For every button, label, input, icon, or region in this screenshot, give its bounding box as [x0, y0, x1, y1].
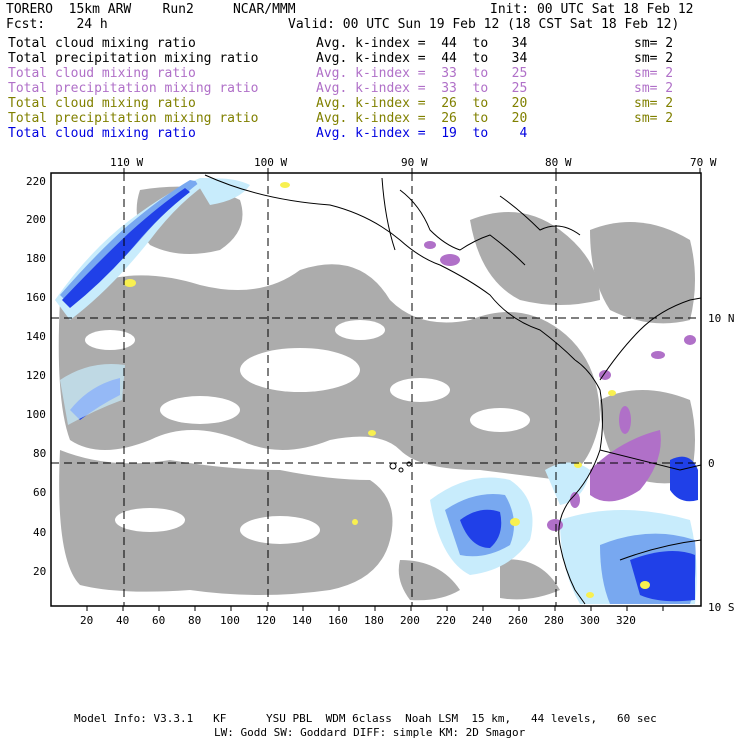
lon-label-100w: 100 W — [254, 156, 288, 169]
y-tick-200: 200 — [26, 213, 46, 226]
footer-model-info: Model Info: V3.3.1 KF YSU PBL WDM 6class… — [74, 712, 657, 725]
header-init-time: Init: 00 UTC Sat 18 Feb 12 — [490, 2, 694, 17]
legend-row-6-sm: sm= 2 — [634, 111, 674, 126]
x-tick-80: 80 — [188, 614, 202, 627]
y-tick-60: 60 — [33, 486, 47, 499]
legend-row-6-field: Total precipitation mixing ratio — [8, 111, 259, 126]
y-tick-180: 180 — [26, 252, 46, 265]
x-axis-ticks — [86, 606, 664, 611]
lon-label-80w: 80 W — [545, 156, 572, 169]
header-forecast-hour: Fcst: 24 h — [6, 17, 108, 32]
x-tick-200: 200 — [400, 614, 420, 627]
x-tick-60: 60 — [152, 614, 166, 627]
lon-label-110w: 110 W — [110, 156, 144, 169]
legend-row-7-kindex: Avg. k-index = 19 to 4 — [316, 126, 528, 141]
legend-row-3-field: Total cloud mixing ratio — [8, 66, 196, 81]
header-valid-time: Valid: 00 UTC Sun 19 Feb 12 (18 CST Sat … — [288, 17, 680, 32]
coastlines — [204, 174, 702, 605]
legend-row-7-field: Total cloud mixing ratio — [8, 126, 196, 141]
y-tick-160: 160 — [26, 291, 46, 304]
y-tick-80: 80 — [33, 447, 47, 460]
cloud-purple-layer — [424, 241, 696, 531]
y-tick-140: 140 — [26, 330, 46, 343]
legend-row-5-field: Total cloud mixing ratio — [8, 96, 196, 111]
cloud-gaps — [85, 320, 530, 544]
cloud-yellow-layer — [124, 182, 650, 598]
top-lon-ticks — [123, 168, 701, 173]
legend-row-4-field: Total precipitation mixing ratio — [8, 81, 259, 96]
legend-row-1-sm: sm= 2 — [634, 36, 674, 51]
x-tick-240: 240 — [472, 614, 492, 627]
y-tick-40: 40 — [33, 526, 47, 539]
legend-row-5-kindex: Avg. k-index = 26 to 20 — [316, 96, 528, 111]
lat-label-10s: 10 S — [708, 601, 735, 614]
lat-label-10n: 10 N — [708, 312, 735, 325]
lat-lon-grid — [51, 173, 701, 606]
x-tick-100: 100 — [220, 614, 240, 627]
lon-label-70w: 70 W — [690, 156, 717, 169]
x-tick-180: 180 — [364, 614, 384, 627]
legend-row-1-field: Total cloud mixing ratio — [8, 36, 196, 51]
legend-row-1-kindex: Avg. k-index = 44 to 34 — [316, 36, 528, 51]
legend-row-5-sm: sm= 2 — [634, 96, 674, 111]
map-frame — [50, 172, 702, 607]
legend-row-3-sm: sm= 2 — [634, 66, 674, 81]
lon-label-90w: 90 W — [401, 156, 428, 169]
x-tick-160: 160 — [328, 614, 348, 627]
x-tick-220: 220 — [436, 614, 456, 627]
y-tick-100: 100 — [26, 408, 46, 421]
legend-row-2-kindex: Avg. k-index = 44 to 34 — [316, 51, 528, 66]
footer-physics-info: LW: Godd SW: Goddard DIFF: simple KM: 2D… — [214, 726, 526, 739]
lat-label-0: 0 — [708, 457, 715, 470]
legend-row-3-kindex: Avg. k-index = 33 to 25 — [316, 66, 528, 81]
x-tick-20: 20 — [80, 614, 94, 627]
y-tick-20: 20 — [33, 565, 47, 578]
y-tick-120: 120 — [26, 369, 46, 382]
legend-row-4-sm: sm= 2 — [634, 81, 674, 96]
x-tick-120: 120 — [256, 614, 276, 627]
y-tick-220: 220 — [26, 175, 46, 188]
x-tick-300: 300 — [580, 614, 600, 627]
legend-row-6-kindex: Avg. k-index = 26 to 20 — [316, 111, 528, 126]
legend-row-2-sm: sm= 2 — [634, 51, 674, 66]
x-tick-320: 320 — [616, 614, 636, 627]
x-tick-140: 140 — [292, 614, 312, 627]
legend-row-2-field: Total precipitation mixing ratio — [8, 51, 259, 66]
header-run-info: TORERO 15km ARW Run2 NCAR/MMM — [6, 2, 296, 17]
legend-row-4-kindex: Avg. k-index = 33 to 25 — [316, 81, 528, 96]
x-tick-280: 280 — [544, 614, 564, 627]
x-tick-40: 40 — [116, 614, 130, 627]
x-tick-260: 260 — [508, 614, 528, 627]
